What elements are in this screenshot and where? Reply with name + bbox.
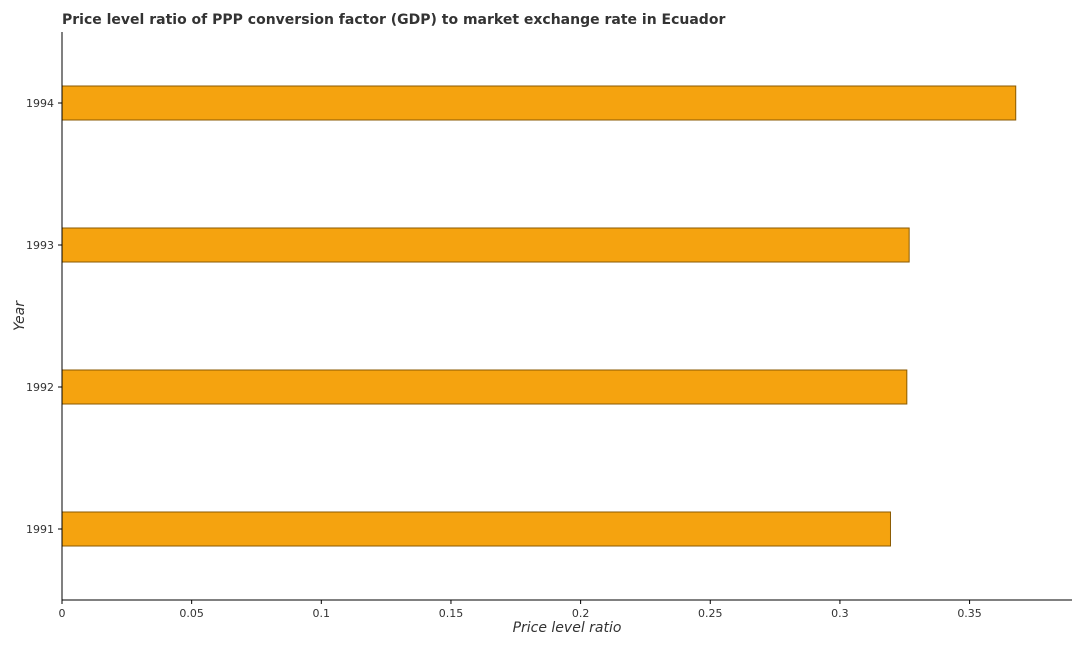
y-ticks-group: 1991 1992 1993 1994 [26,97,62,536]
x-tick-label: 0.15 [439,607,464,620]
x-tick-label: 0.05 [179,607,204,620]
x-tick-label: 0.3 [831,607,849,620]
x-tick-label: 0.35 [957,607,982,620]
x-tick-label: 0.2 [572,607,590,620]
x-tick-label: 0 [59,607,66,620]
y-tick-label: 1994 [26,97,54,110]
x-tick-label: 0.1 [313,607,331,620]
y-axis-label: Year [12,300,28,331]
bar-1993 [61,227,910,263]
bars-group [61,85,1017,547]
bar-1992 [61,369,908,405]
chart-title: Price level ratio of PPP conversion fact… [62,12,725,28]
bar-1991 [61,511,891,547]
x-ticks-group: 0 0.05 0.1 0.15 0.2 0.25 0.3 0.35 [59,600,982,620]
y-tick-label: 1992 [26,381,54,394]
x-axis-label: Price level ratio [513,620,622,636]
x-tick-label: 0.25 [698,607,723,620]
y-tick-label: 1993 [26,239,54,252]
y-tick-label: 1991 [26,523,54,536]
bar-1994 [61,85,1017,121]
